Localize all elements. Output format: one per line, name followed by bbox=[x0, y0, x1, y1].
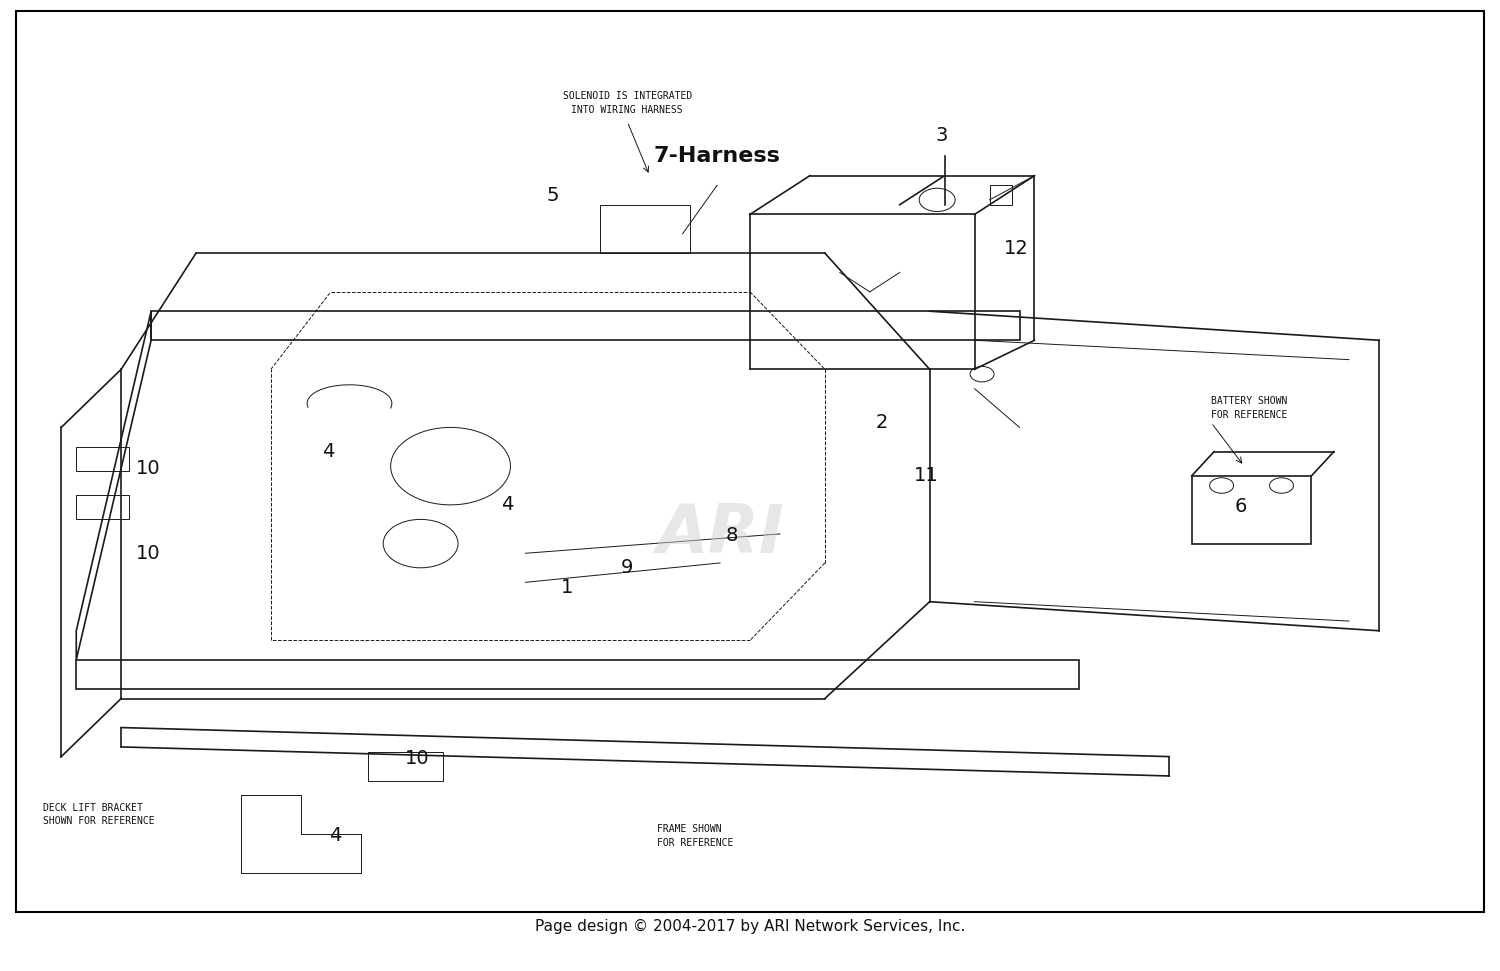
Text: ARI: ARI bbox=[656, 501, 784, 567]
Text: 4: 4 bbox=[501, 495, 513, 515]
Text: 5: 5 bbox=[546, 185, 558, 205]
Text: 1: 1 bbox=[561, 578, 573, 596]
Bar bbox=[76, 447, 129, 471]
Text: 9: 9 bbox=[621, 558, 633, 578]
Text: BATTERY SHOWN
FOR REFERENCE: BATTERY SHOWN FOR REFERENCE bbox=[1210, 396, 1287, 419]
Text: 10: 10 bbox=[405, 749, 430, 768]
Text: 10: 10 bbox=[136, 544, 160, 563]
Bar bbox=[990, 185, 1012, 205]
Text: 4: 4 bbox=[328, 826, 342, 846]
Text: 11: 11 bbox=[915, 466, 939, 486]
Text: Page design © 2004-2017 by ARI Network Services, Inc.: Page design © 2004-2017 by ARI Network S… bbox=[536, 919, 964, 933]
Text: 3: 3 bbox=[936, 125, 948, 145]
Text: SOLENOID IS INTEGRATED
INTO WIRING HARNESS: SOLENOID IS INTEGRATED INTO WIRING HARNE… bbox=[562, 91, 692, 115]
Text: 10: 10 bbox=[136, 458, 160, 478]
Text: 2: 2 bbox=[876, 413, 888, 432]
Text: 12: 12 bbox=[1004, 239, 1029, 257]
Text: 7-Harness: 7-Harness bbox=[654, 147, 780, 166]
Bar bbox=[1191, 476, 1311, 544]
Text: DECK LIFT BRACKET
SHOWN FOR REFERENCE: DECK LIFT BRACKET SHOWN FOR REFERENCE bbox=[44, 803, 154, 826]
Bar bbox=[76, 495, 129, 519]
Bar bbox=[368, 752, 442, 781]
Text: 4: 4 bbox=[321, 442, 334, 461]
Bar bbox=[600, 205, 690, 253]
Text: 8: 8 bbox=[726, 526, 738, 546]
Text: 6: 6 bbox=[1234, 497, 1248, 517]
Text: FRAME SHOWN
FOR REFERENCE: FRAME SHOWN FOR REFERENCE bbox=[657, 824, 734, 848]
